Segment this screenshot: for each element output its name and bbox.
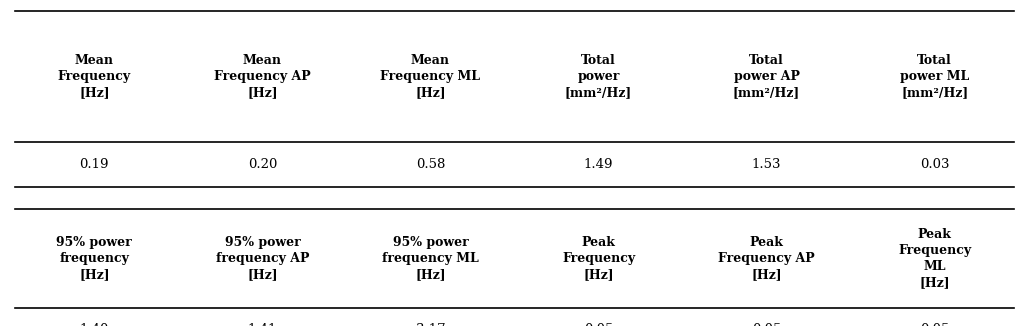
Text: 1.53: 1.53 bbox=[752, 158, 781, 171]
Text: 1.49: 1.49 bbox=[583, 158, 613, 171]
Text: Mean
Frequency AP
[Hz]: Mean Frequency AP [Hz] bbox=[214, 54, 311, 99]
Text: Mean
Frequency ML
[Hz]: Mean Frequency ML [Hz] bbox=[381, 54, 481, 99]
Text: 0.05: 0.05 bbox=[920, 323, 950, 326]
Text: 95% power
frequency AP
[Hz]: 95% power frequency AP [Hz] bbox=[216, 236, 309, 281]
Text: 1.41: 1.41 bbox=[248, 323, 277, 326]
Text: 95% power
frequency ML
[Hz]: 95% power frequency ML [Hz] bbox=[382, 236, 478, 281]
Text: Total
power
[mm²/Hz]: Total power [mm²/Hz] bbox=[565, 54, 632, 99]
Text: 0.03: 0.03 bbox=[920, 158, 950, 171]
Text: Total
power ML
[mm²/Hz]: Total power ML [mm²/Hz] bbox=[900, 54, 969, 99]
Text: 95% power
frequency
[Hz]: 95% power frequency [Hz] bbox=[57, 236, 132, 281]
Text: 3.17: 3.17 bbox=[416, 323, 446, 326]
Text: 0.19: 0.19 bbox=[79, 158, 109, 171]
Text: Peak
Frequency
ML
[Hz]: Peak Frequency ML [Hz] bbox=[898, 228, 971, 289]
Text: 1.40: 1.40 bbox=[79, 323, 109, 326]
Text: Peak
Frequency AP
[Hz]: Peak Frequency AP [Hz] bbox=[718, 236, 815, 281]
Text: 0.05: 0.05 bbox=[583, 323, 613, 326]
Text: 0.05: 0.05 bbox=[752, 323, 781, 326]
Text: Mean
Frequency
[Hz]: Mean Frequency [Hz] bbox=[58, 54, 131, 99]
Text: Peak
Frequency
[Hz]: Peak Frequency [Hz] bbox=[562, 236, 635, 281]
Text: 0.20: 0.20 bbox=[248, 158, 277, 171]
Text: Total
power AP
[mm²/Hz]: Total power AP [mm²/Hz] bbox=[733, 54, 801, 99]
Text: 0.58: 0.58 bbox=[416, 158, 446, 171]
